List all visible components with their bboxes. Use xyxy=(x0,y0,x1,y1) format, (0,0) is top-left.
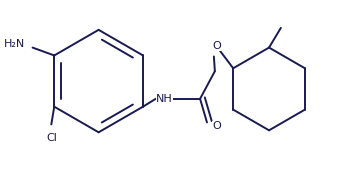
Text: O: O xyxy=(213,121,221,131)
Text: H₂N: H₂N xyxy=(3,39,25,49)
Text: O: O xyxy=(213,41,221,51)
Text: Cl: Cl xyxy=(47,133,58,143)
Text: NH: NH xyxy=(156,94,173,104)
